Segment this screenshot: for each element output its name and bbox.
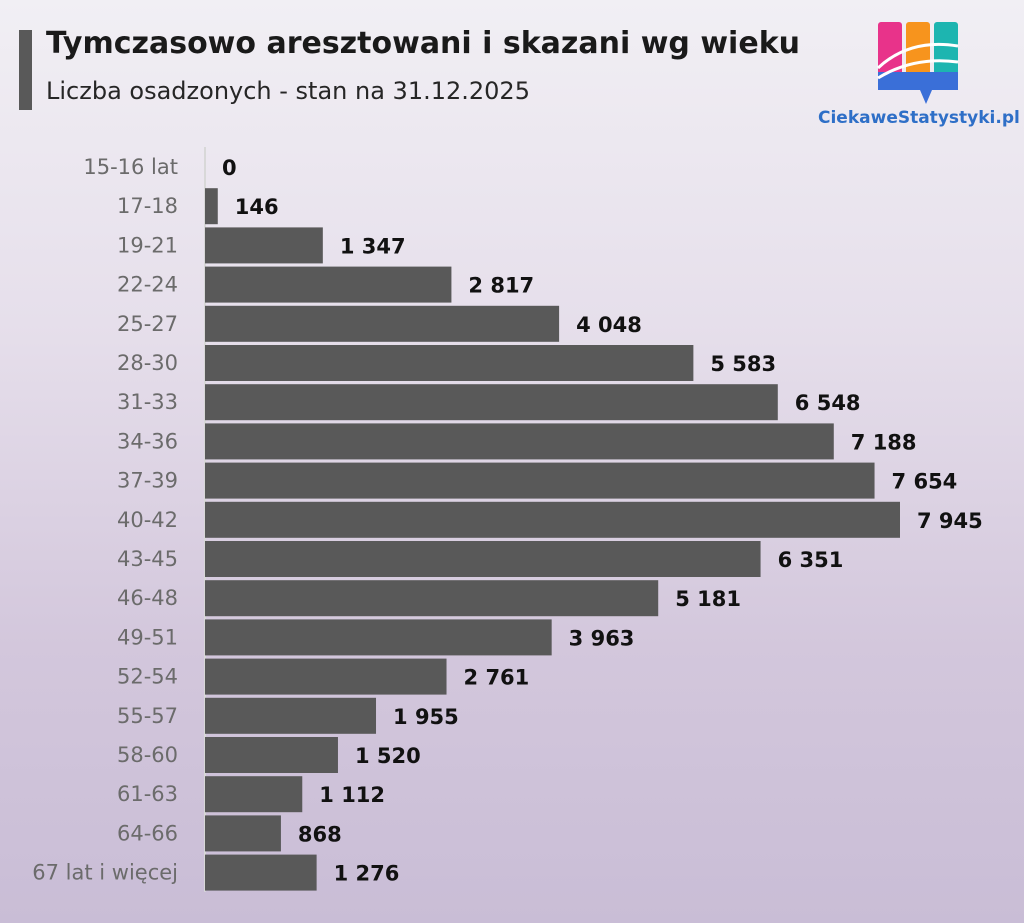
value-label-14: 1 955 bbox=[393, 705, 459, 729]
value-label-2: 1 347 bbox=[340, 234, 406, 258]
value-label-1: 146 bbox=[235, 195, 279, 219]
category-label-5: 28-30 bbox=[117, 351, 178, 375]
bar-12 bbox=[205, 619, 552, 656]
category-label-0: 15-16 lat bbox=[83, 155, 178, 179]
value-label-18: 1 276 bbox=[334, 862, 400, 886]
title-accent-bar bbox=[19, 30, 32, 110]
category-label-2: 19-21 bbox=[117, 233, 178, 257]
value-label-5: 5 583 bbox=[710, 352, 776, 376]
logo-bubble-base bbox=[878, 72, 958, 104]
bar-7 bbox=[205, 423, 834, 460]
chart-subtitle: Liczba osadzonych - stan na 31.12.2025 bbox=[46, 77, 530, 105]
chart-bubble-logo-icon bbox=[876, 22, 959, 104]
category-label-6: 31-33 bbox=[117, 390, 178, 414]
bar-10 bbox=[205, 541, 761, 577]
value-label-0: 0 bbox=[222, 156, 237, 180]
bar-15 bbox=[205, 737, 338, 773]
value-label-10: 6 351 bbox=[778, 548, 844, 572]
category-label-9: 40-42 bbox=[117, 508, 178, 532]
bar-16 bbox=[205, 776, 303, 813]
category-label-13: 52-54 bbox=[117, 665, 178, 689]
category-label-1: 17-18 bbox=[117, 194, 178, 218]
category-label-17: 64-66 bbox=[117, 821, 178, 845]
category-label-12: 49-51 bbox=[117, 625, 178, 649]
category-label-7: 34-36 bbox=[117, 429, 178, 453]
value-label-6: 6 548 bbox=[795, 391, 861, 415]
value-label-15: 1 520 bbox=[355, 744, 421, 768]
category-label-14: 55-57 bbox=[117, 704, 178, 728]
bar-13 bbox=[205, 658, 447, 695]
category-label-11: 46-48 bbox=[117, 586, 178, 610]
bar-6 bbox=[205, 384, 778, 421]
logo-bar-teal bbox=[934, 22, 958, 84]
logo-text: CiekaweStatystyki.pl bbox=[818, 108, 1020, 128]
category-label-4: 25-27 bbox=[117, 312, 178, 336]
value-label-7: 7 188 bbox=[851, 430, 917, 454]
value-label-9: 7 945 bbox=[917, 509, 983, 533]
category-label-16: 61-63 bbox=[117, 782, 178, 806]
bar-17 bbox=[205, 815, 281, 852]
value-label-16: 1 112 bbox=[319, 783, 385, 807]
bar-3 bbox=[205, 266, 452, 303]
bar-8 bbox=[205, 462, 875, 499]
category-label-10: 43-45 bbox=[117, 547, 178, 571]
value-label-3: 2 817 bbox=[468, 274, 534, 298]
category-label-18: 67 lat i więcej bbox=[32, 861, 178, 885]
value-label-17: 868 bbox=[298, 822, 342, 846]
value-label-11: 5 181 bbox=[675, 587, 741, 611]
category-label-3: 22-24 bbox=[117, 273, 178, 297]
bar-5 bbox=[205, 345, 694, 381]
bar-1 bbox=[205, 188, 218, 225]
bar-18 bbox=[205, 854, 317, 891]
bar-11 bbox=[205, 580, 659, 617]
value-label-8: 7 654 bbox=[892, 470, 958, 494]
chart-title: Tymczasowo aresztowani i skazani wg wiek… bbox=[46, 26, 800, 61]
category-label-8: 37-39 bbox=[117, 469, 178, 493]
value-label-4: 4 048 bbox=[576, 313, 642, 337]
bar-14 bbox=[205, 697, 377, 734]
logo-bar-orange bbox=[906, 22, 930, 84]
bar-9 bbox=[205, 501, 900, 538]
bar-2 bbox=[205, 227, 323, 264]
category-label-15: 58-60 bbox=[117, 743, 178, 767]
bar-4 bbox=[205, 305, 560, 342]
value-label-13: 2 761 bbox=[464, 666, 530, 690]
value-label-12: 3 963 bbox=[569, 626, 635, 650]
